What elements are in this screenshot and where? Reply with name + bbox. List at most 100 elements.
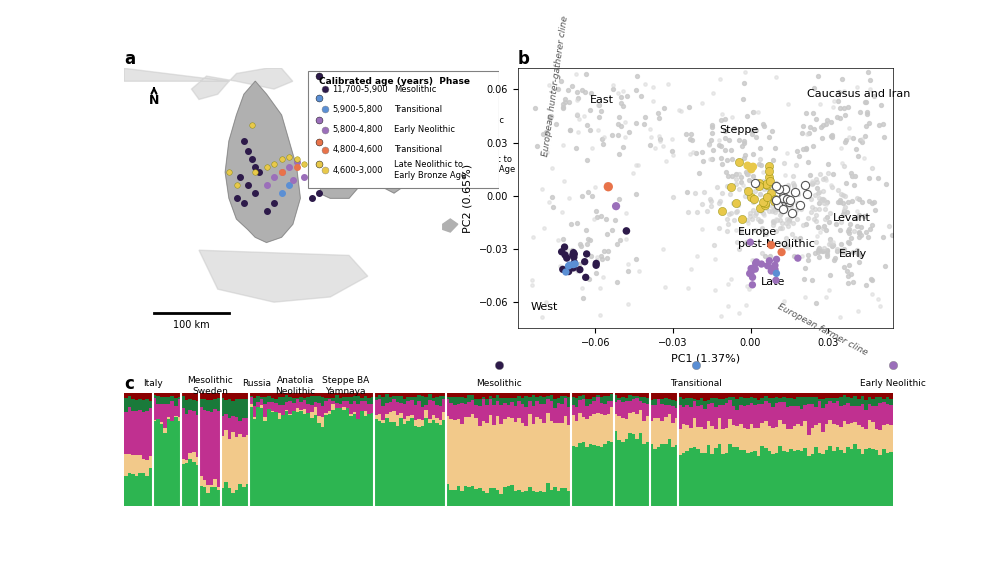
Bar: [793, 406, 797, 426]
Bar: [138, 455, 142, 473]
Bar: [253, 393, 256, 398]
Bar: [235, 417, 238, 437]
Bar: [828, 446, 832, 506]
Bar: [857, 424, 861, 449]
Point: [759, 180, 775, 189]
Bar: [518, 396, 521, 401]
Point: [574, 192, 590, 201]
Bar: [253, 419, 256, 506]
Bar: [160, 422, 164, 424]
Bar: [521, 393, 525, 398]
Point: [833, 143, 849, 152]
Bar: [202, 480, 206, 487]
Bar: [832, 398, 835, 403]
Bar: [789, 449, 793, 506]
Bar: [303, 409, 307, 414]
Point: [770, 201, 786, 210]
Bar: [285, 393, 289, 395]
Bar: [607, 396, 610, 401]
Text: Transitional: Transitional: [394, 105, 442, 114]
Point: [682, 135, 698, 144]
Point: [769, 193, 785, 203]
Bar: [256, 396, 260, 402]
Point: [712, 196, 728, 205]
Point: [579, 121, 595, 130]
Point: [810, 204, 826, 213]
Bar: [574, 398, 578, 407]
Bar: [220, 398, 224, 415]
Point: [779, 195, 795, 204]
Point: [856, 154, 872, 163]
Point: [806, 109, 821, 118]
Bar: [253, 398, 256, 406]
Text: a: a: [124, 50, 135, 68]
Bar: [689, 398, 692, 407]
Bar: [238, 435, 242, 484]
Bar: [532, 406, 536, 424]
Bar: [857, 406, 861, 424]
Bar: [453, 420, 456, 489]
Bar: [853, 422, 857, 444]
Point: [843, 233, 859, 242]
Bar: [743, 450, 746, 506]
Bar: [617, 440, 621, 506]
Bar: [717, 405, 721, 418]
Bar: [546, 393, 550, 395]
Bar: [149, 393, 153, 401]
Bar: [603, 415, 607, 444]
Point: [769, 196, 785, 205]
Point: [757, 201, 773, 210]
Point: [723, 182, 739, 191]
Point: [577, 273, 593, 282]
Bar: [471, 393, 474, 395]
Point: [615, 87, 631, 96]
Point: [710, 135, 726, 145]
Bar: [467, 487, 471, 506]
Bar: [557, 398, 560, 403]
Bar: [267, 402, 271, 410]
Bar: [732, 393, 735, 397]
Point: [766, 196, 782, 205]
Text: Early Neolithic: Early Neolithic: [860, 379, 926, 387]
Bar: [682, 399, 685, 407]
Bar: [864, 449, 868, 506]
Bar: [864, 400, 868, 410]
Bar: [821, 454, 825, 506]
Bar: [217, 393, 220, 398]
Bar: [861, 397, 864, 405]
Bar: [578, 393, 581, 396]
Point: [850, 151, 866, 160]
Point: [775, 188, 791, 197]
Point: [759, 192, 775, 201]
Bar: [768, 393, 771, 398]
Point: [733, 228, 749, 237]
Point: [759, 179, 775, 188]
Point: [695, 188, 711, 197]
Point: [854, 197, 870, 207]
Text: Late: Late: [761, 277, 786, 287]
Point: [603, 130, 619, 139]
Bar: [400, 403, 403, 414]
Bar: [518, 401, 521, 418]
Point: [560, 193, 576, 203]
Bar: [425, 393, 428, 397]
Point: [834, 75, 850, 84]
Bar: [828, 398, 832, 402]
Point: [694, 98, 710, 108]
Bar: [682, 453, 685, 506]
Bar: [732, 397, 735, 406]
Point: [839, 208, 855, 217]
Point: [684, 135, 700, 145]
Bar: [185, 393, 188, 400]
Point: [792, 234, 807, 243]
Bar: [625, 401, 628, 419]
Point: [712, 75, 728, 84]
Bar: [853, 396, 857, 406]
Point: [836, 104, 852, 113]
Text: Europe
post-Neolithic: Europe post-Neolithic: [738, 228, 814, 249]
Bar: [650, 422, 653, 444]
Bar: [499, 405, 503, 423]
Point: [542, 114, 558, 123]
Bar: [324, 415, 327, 506]
Bar: [603, 403, 607, 415]
